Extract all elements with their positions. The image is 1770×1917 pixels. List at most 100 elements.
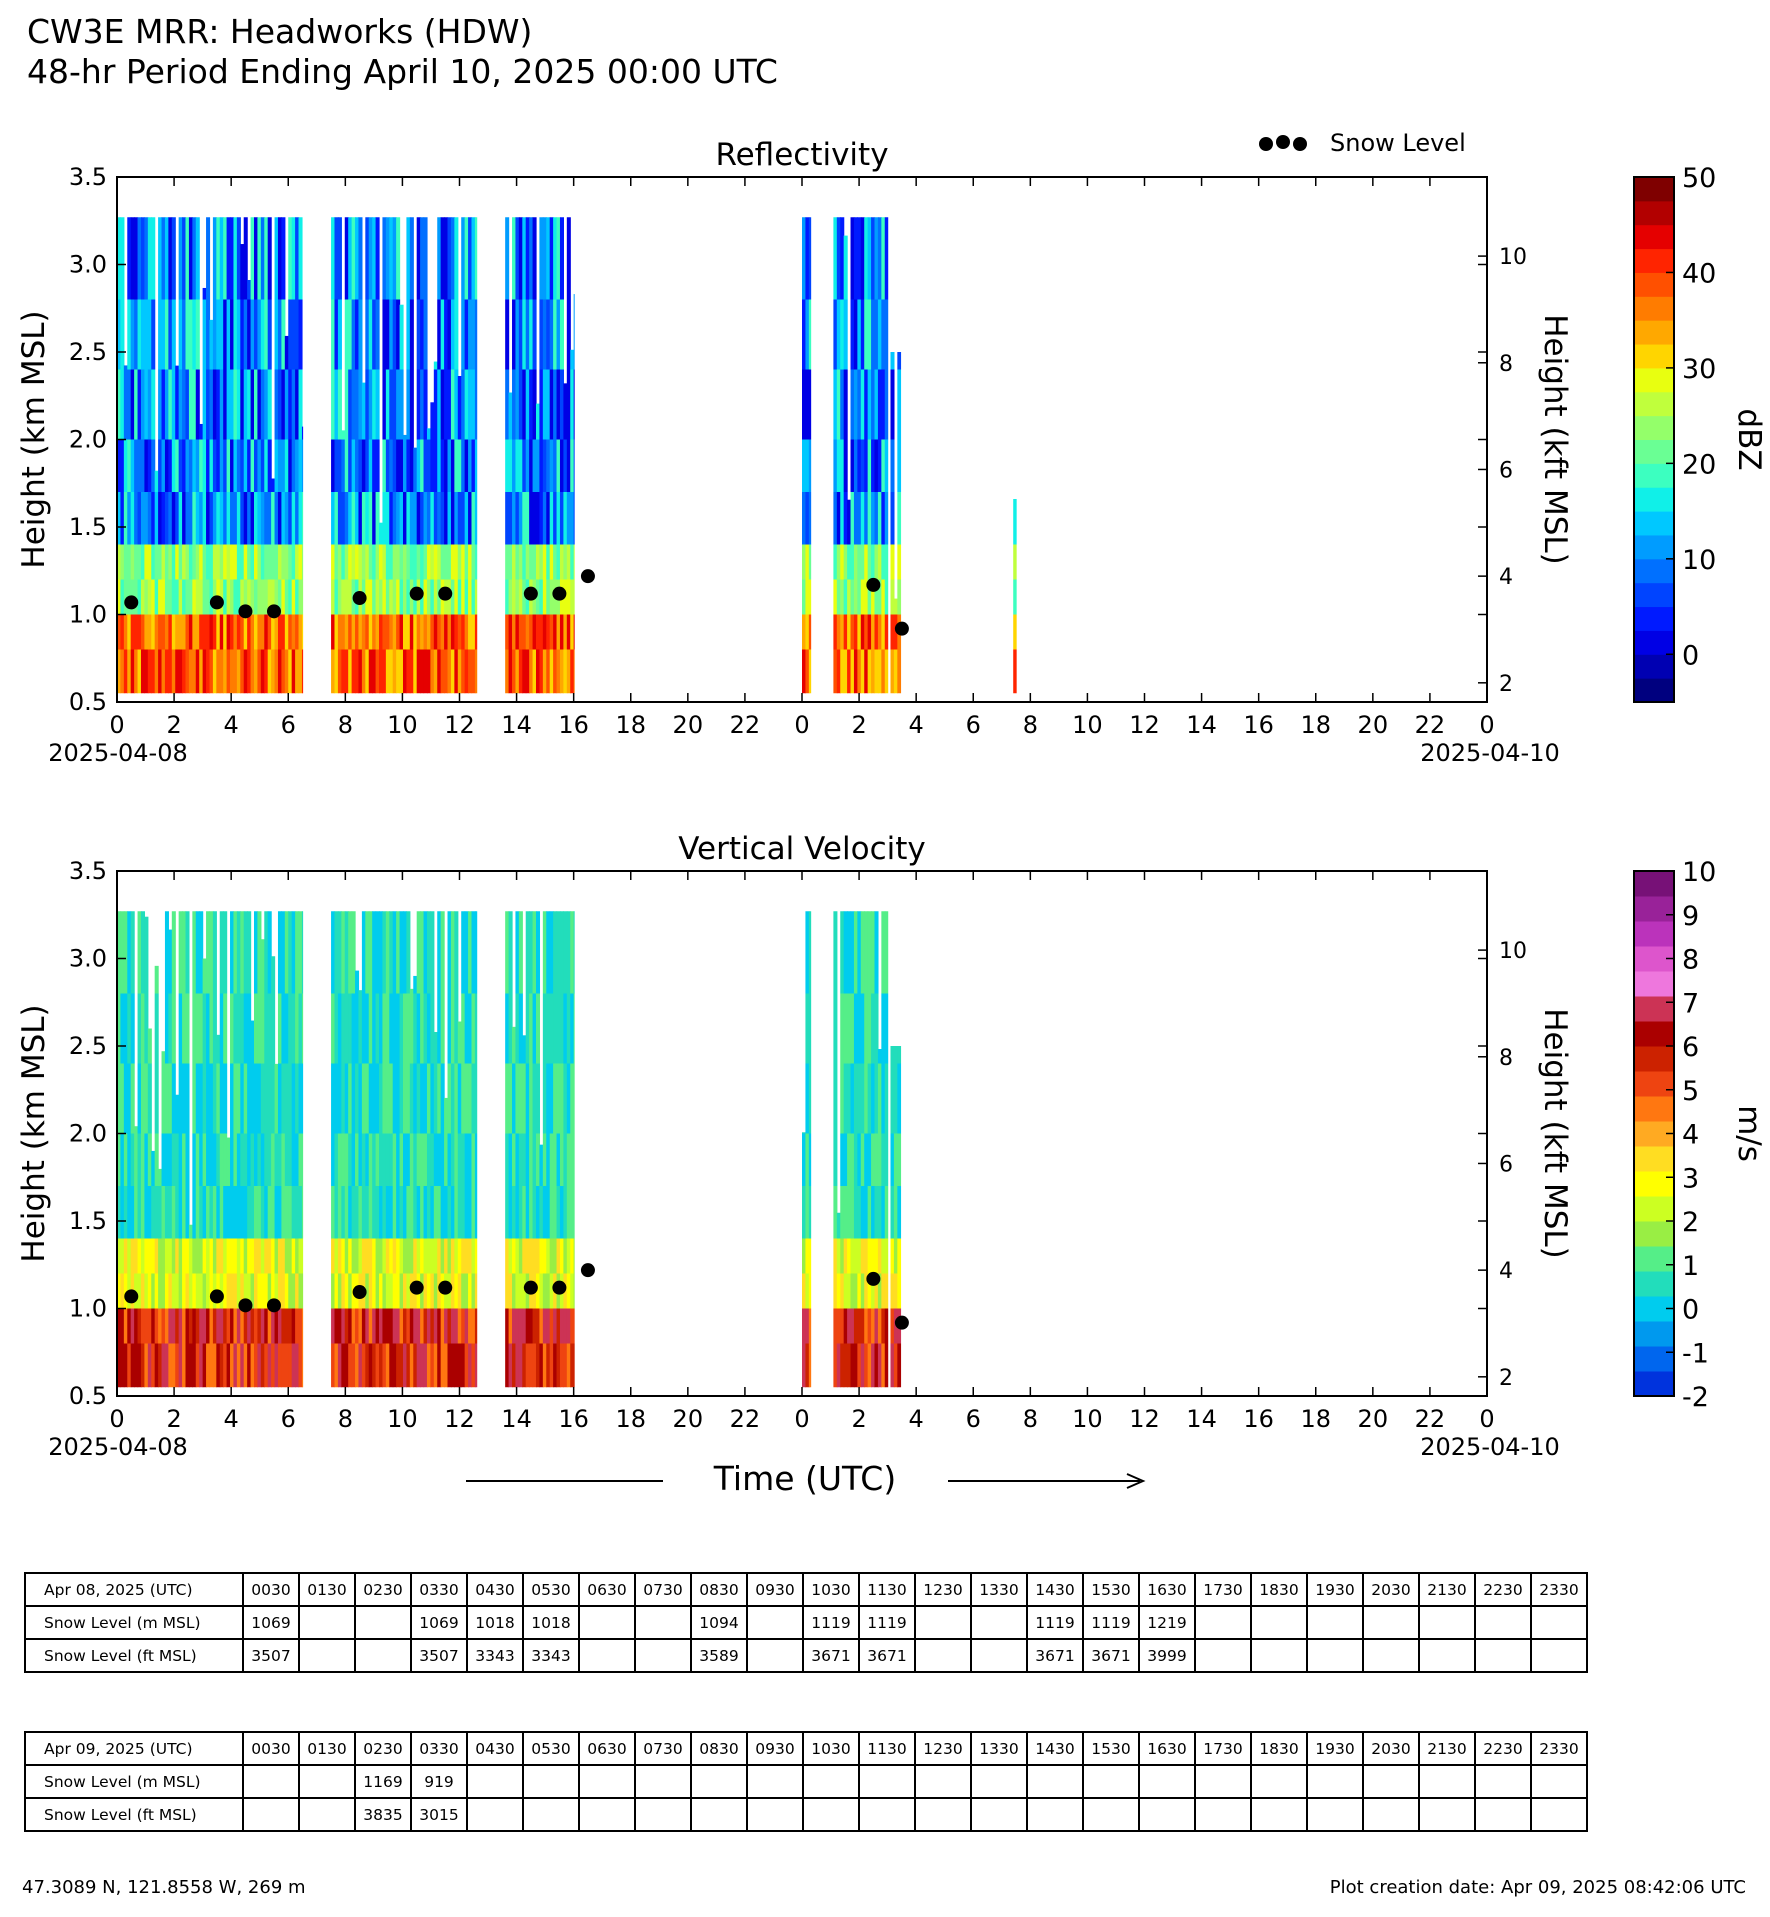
heatmap-cell: [344, 614, 349, 650]
heatmap-cell: [361, 1238, 366, 1274]
heatmap-cell: [195, 911, 200, 994]
heatmap-cell: [382, 649, 387, 694]
table-cell: 1069: [242, 1605, 300, 1640]
heatmap-cell: [808, 369, 812, 440]
heatmap-cell: [267, 1063, 272, 1134]
heatmap-cell: [140, 1133, 145, 1186]
heatmap-cell: [298, 993, 303, 1064]
heatmap-cell: [864, 217, 869, 300]
heatmap-cell: [447, 299, 452, 370]
heatmap-cell: [334, 439, 339, 492]
x-tick-label: 0: [1479, 1405, 1494, 1433]
table-cell: 0930: [746, 1572, 804, 1607]
heatmap-cell: [178, 1273, 183, 1309]
heatmap-cell: [127, 1186, 132, 1239]
heatmap-cell: [291, 1308, 296, 1344]
date-left-label: 2025-04-08: [48, 739, 187, 767]
x-tick-label: 16: [1243, 1405, 1274, 1433]
heatmap-cell: [515, 544, 520, 580]
heatmap-cell: [127, 911, 132, 994]
table-cell: [746, 1605, 804, 1640]
colorbar-tick-label: 9: [1682, 901, 1699, 932]
heatmap-cell: [440, 614, 445, 650]
heatmap-cell: [140, 911, 145, 994]
chart-title: Reflectivity: [715, 137, 888, 173]
heatmap-cell: [457, 544, 462, 580]
heatmap-cell: [199, 1308, 204, 1344]
heatmap-cell: [295, 649, 300, 694]
heatmap-cell: [233, 544, 238, 580]
heatmap-cell: [351, 369, 356, 440]
heatmap-cell: [178, 993, 183, 1064]
heatmap-cell: [833, 217, 838, 300]
heatmap-cell: [188, 492, 193, 545]
heatmap-cell: [392, 299, 397, 370]
heatmap-cell: [518, 1343, 523, 1388]
heatmap-cell: [389, 1186, 394, 1239]
heatmap-cell: [219, 369, 224, 440]
heatmap-cell: [365, 492, 370, 545]
heatmap-cell: [130, 1133, 135, 1186]
table-cell: 1530: [1082, 1731, 1140, 1766]
colorbar-swatch: [1634, 971, 1674, 997]
heatmap-cell: [833, 1186, 838, 1239]
heatmap-cell: [341, 492, 346, 545]
heatmap-cell: [230, 1273, 235, 1309]
heatmap-cell: [358, 1186, 363, 1239]
heatmap-cell: [385, 544, 390, 580]
heatmap-cell: [867, 439, 872, 492]
heatmap-cell: [226, 614, 231, 650]
heatmap-cell: [267, 492, 272, 545]
heatmap-cell: [420, 1063, 425, 1134]
table-cell: [746, 1764, 804, 1799]
heatmap-cell: [233, 1133, 238, 1186]
heatmap-cell: [281, 911, 286, 994]
heatmap-cell: [348, 1186, 353, 1239]
heatmap-cell: [843, 235, 848, 300]
heatmap-cell: [344, 492, 349, 545]
heatmap-cell: [864, 1238, 869, 1274]
heatmap-cell: [454, 1238, 459, 1274]
heatmap-cell: [409, 492, 414, 545]
heatmap-cell: [840, 369, 845, 440]
heatmap-cell: [230, 217, 235, 300]
heatmap-cell: [372, 1308, 377, 1344]
heatmap-cell: [348, 1273, 353, 1309]
heatmap-cell: [161, 544, 166, 580]
heatmap-cell: [223, 1133, 228, 1186]
table-cell: [690, 1797, 748, 1832]
heatmap-cell: [457, 1186, 462, 1239]
heatmap-cell: [281, 1238, 286, 1274]
heatmap-cell: [216, 439, 221, 492]
heatmap-cell: [406, 911, 411, 994]
heatmap-cell: [881, 1273, 886, 1309]
heatmap-cell: [233, 1343, 238, 1388]
heatmap-cell: [134, 1273, 139, 1309]
heatmap-cell: [505, 911, 510, 994]
heatmap-cell: [553, 1238, 558, 1274]
heatmap-cell: [236, 1063, 241, 1134]
x-tick-label: 2: [851, 711, 866, 739]
heatmap-cell: [464, 649, 469, 694]
heatmap-cell: [192, 1273, 197, 1309]
heatmap-cell: [344, 993, 349, 1064]
heatmap-cell: [254, 1063, 259, 1134]
colorbar-frame: [1633, 176, 1675, 703]
heatmap-cell: [202, 287, 207, 300]
heatmap-cell: [893, 1343, 898, 1388]
heatmap-cell: [178, 1308, 183, 1344]
heatmap-cell: [337, 217, 342, 300]
heatmap-cell: [454, 439, 459, 492]
x-tick-label: 16: [1243, 711, 1274, 739]
snow-level-point: [209, 595, 224, 610]
heatmap-cell: [243, 1273, 248, 1309]
heatmap-cell: [389, 1063, 394, 1134]
heatmap-cell: [379, 579, 384, 615]
heatmap-cell: [206, 492, 211, 545]
table-cell: [1362, 1605, 1420, 1640]
x-tick-label: 6: [281, 711, 296, 739]
heatmap-cell: [890, 1046, 895, 1064]
x-tick-label: 22: [1415, 711, 1446, 739]
heatmap-cell: [267, 1308, 272, 1344]
heatmap-cell: [351, 299, 356, 370]
